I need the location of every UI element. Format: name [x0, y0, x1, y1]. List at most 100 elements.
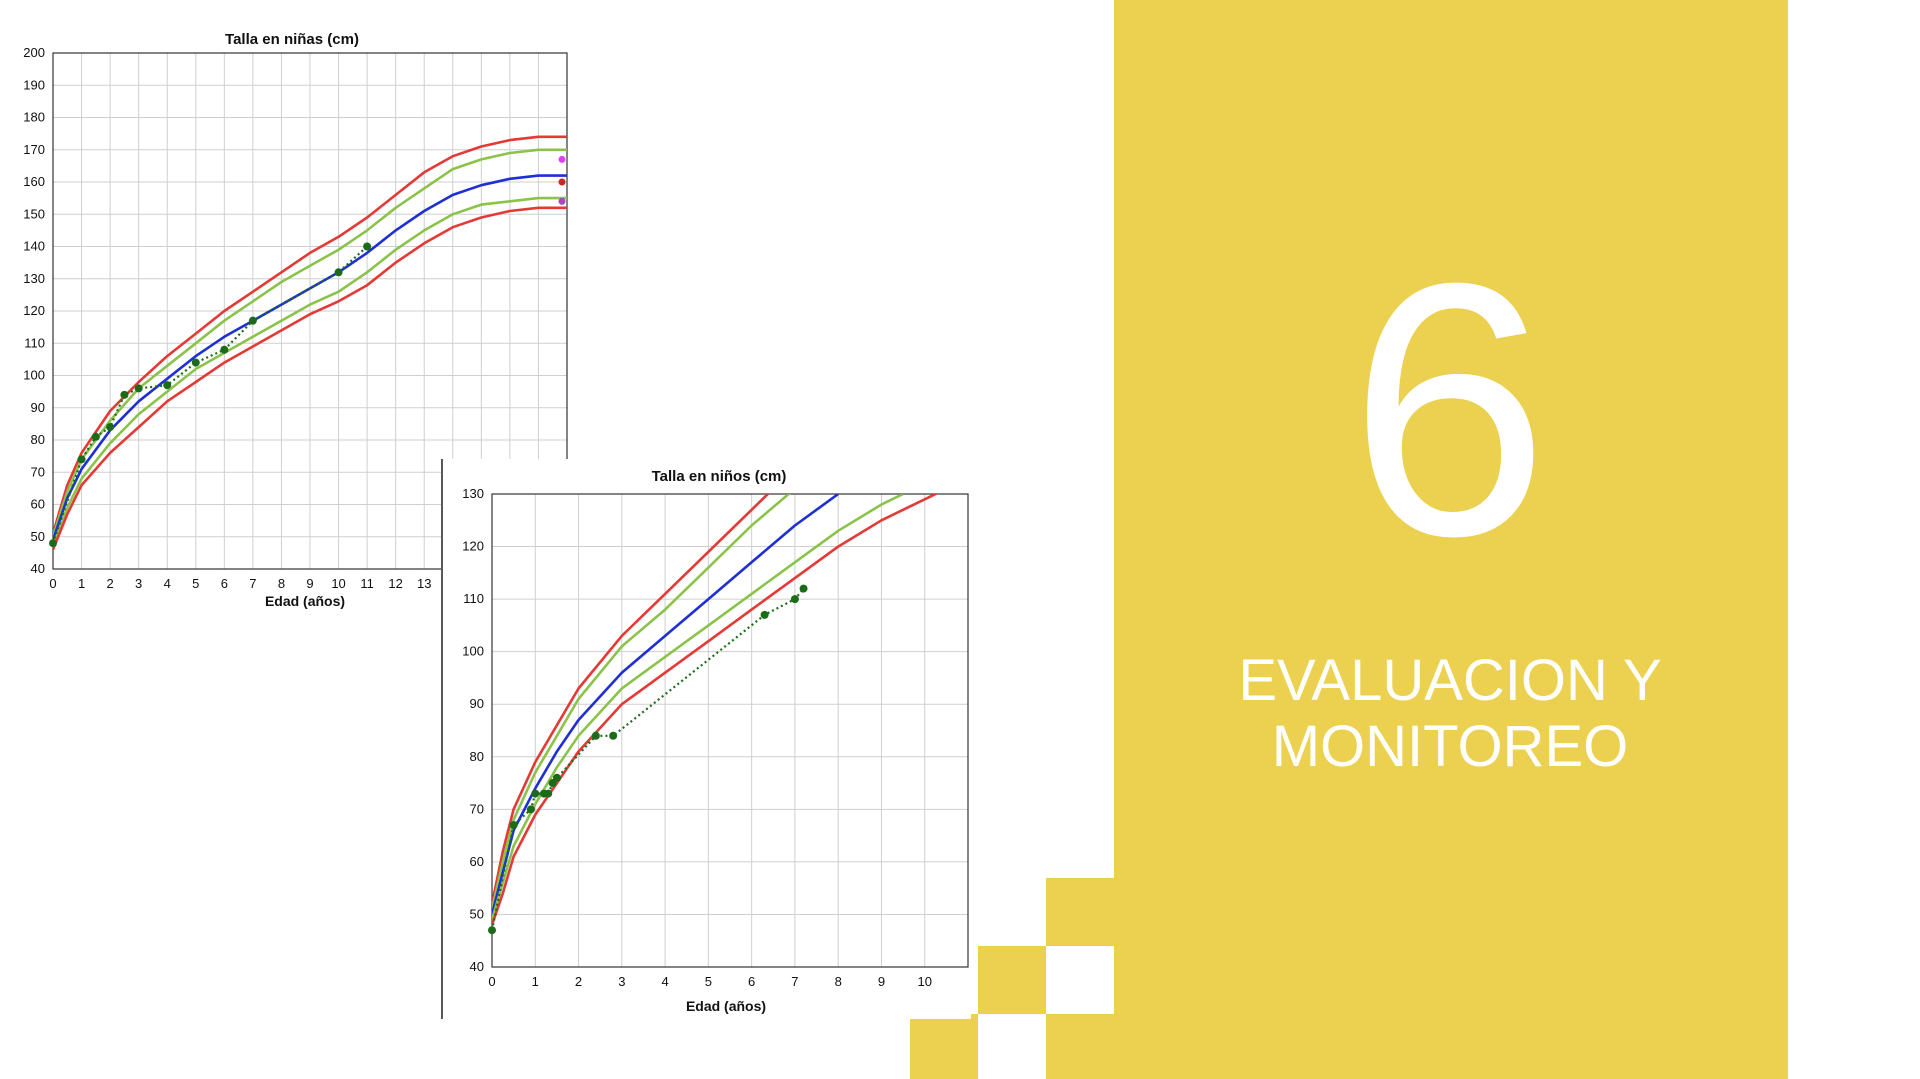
y-tick-label: 90	[470, 696, 484, 711]
patient-point	[220, 345, 229, 354]
y-tick-label: 110	[24, 335, 45, 350]
x-tick-label: 9	[878, 974, 885, 989]
patient-point	[91, 432, 100, 441]
patient-point	[760, 610, 769, 619]
y-tick-label: 80	[31, 432, 45, 447]
y-tick-label: 70	[31, 464, 45, 479]
patient-point	[120, 390, 129, 399]
x-tick-label: 6	[221, 576, 228, 591]
x-axis-label: Edad (años)	[686, 998, 766, 1014]
x-tick-label: 8	[835, 974, 842, 989]
right-edge-marker	[558, 178, 566, 186]
x-tick-label: 11	[360, 576, 374, 591]
y-tick-label: 190	[23, 77, 45, 92]
series-lower-green	[53, 196, 567, 547]
x-tick-label: 9	[306, 576, 313, 591]
y-tick-label: 110	[463, 591, 484, 606]
x-tick-label: 0	[488, 974, 495, 989]
x-tick-label: 8	[278, 576, 285, 591]
plot-frame	[491, 493, 969, 968]
section-title: EVALUACION Y MONITOREO	[1180, 648, 1720, 780]
patient-point	[531, 789, 540, 798]
chart-boys-height: Talla en niños (cm) 0 1 2 3 4 5 6 7 8 9 10 40 50 60 70…	[441, 459, 971, 1019]
y-tick-label: 170	[23, 142, 45, 157]
y-tick-label: 130	[462, 486, 484, 501]
series-lower-green	[492, 494, 904, 921]
deco-square-3	[910, 1014, 978, 1079]
series-lower-red	[53, 206, 567, 551]
y-tick-label: 120	[462, 539, 484, 554]
patient-point	[552, 773, 561, 782]
series-upper-red	[492, 494, 770, 905]
patient-point	[799, 584, 808, 593]
yellow-panel	[1114, 0, 1788, 1079]
x-tick-label: 10	[917, 974, 931, 989]
series-median-blue	[492, 494, 839, 915]
series-lower-red	[492, 494, 939, 926]
deco-square-1	[1046, 878, 1114, 946]
section-title-line-2: MONITOREO	[1271, 714, 1629, 779]
patient-point	[106, 423, 115, 432]
patient-point	[609, 731, 618, 740]
y-tick-label: 60	[470, 854, 484, 869]
y-tick-label: 80	[470, 749, 484, 764]
x-tick-label: 1	[78, 576, 85, 591]
y-tick-label: 160	[23, 174, 45, 189]
y-tick-label: 50	[470, 906, 484, 921]
x-tick-label: 13	[417, 576, 431, 591]
y-tick-label: 140	[23, 239, 45, 254]
section-title-line-1: EVALUACION Y	[1238, 648, 1662, 713]
x-tick-label: 7	[791, 974, 798, 989]
y-tick-label: 120	[23, 303, 45, 318]
series-upper-red	[53, 135, 567, 534]
y-tick-label: 70	[470, 801, 484, 816]
patient-point	[526, 805, 535, 814]
plot-frame	[52, 52, 568, 570]
patient-point	[49, 539, 57, 548]
series-upper-green	[492, 494, 791, 910]
y-tick-label: 180	[23, 110, 45, 125]
patient-point	[191, 358, 200, 367]
y-tick-label: 40	[470, 959, 484, 974]
deco-square-4	[1046, 1014, 1114, 1079]
patient-point	[509, 821, 518, 830]
x-tick-label: 6	[748, 974, 755, 989]
x-tick-label: 1	[532, 974, 539, 989]
series-patient	[53, 245, 368, 544]
x-tick-label: 4	[164, 576, 171, 591]
y-tick-label: 90	[31, 400, 45, 415]
deco-square-2	[978, 946, 1046, 1014]
x-axis-label: Edad (años)	[265, 593, 345, 609]
y-tick-label: 100	[23, 368, 45, 383]
x-tick-label: 7	[249, 576, 256, 591]
x-tick-label: 2	[106, 576, 113, 591]
x-tick-label: 5	[705, 974, 712, 989]
chart-title: Talla en niñas (cm)	[225, 31, 359, 48]
section-number: 6	[1348, 209, 1550, 611]
x-tick-label: 4	[661, 974, 668, 989]
right-edge-marker	[558, 197, 566, 205]
patient-point	[544, 789, 553, 798]
y-tick-label: 200	[23, 45, 45, 60]
x-tick-label: 10	[331, 576, 345, 591]
deco-white-square	[1046, 946, 1114, 1014]
patient-point	[548, 779, 557, 788]
patient-point	[163, 381, 172, 390]
y-tick-label: 60	[31, 497, 45, 512]
chart-title: Talla en niños (cm)	[652, 468, 787, 485]
patient-point	[77, 455, 86, 464]
x-tick-label: 0	[49, 576, 56, 591]
patient-point	[591, 731, 600, 740]
patient-point	[134, 384, 143, 393]
patient-point	[790, 595, 799, 604]
series-median-blue	[53, 174, 567, 541]
y-tick-label: 50	[31, 529, 45, 544]
x-tick-label: 3	[135, 576, 142, 591]
x-tick-label: 2	[575, 974, 582, 989]
patient-point	[488, 926, 496, 935]
right-edge-marker	[558, 155, 566, 163]
x-tick-label: 3	[618, 974, 625, 989]
patient-point	[363, 242, 372, 251]
patient-point	[334, 268, 343, 277]
y-tick-label: 130	[23, 271, 45, 286]
